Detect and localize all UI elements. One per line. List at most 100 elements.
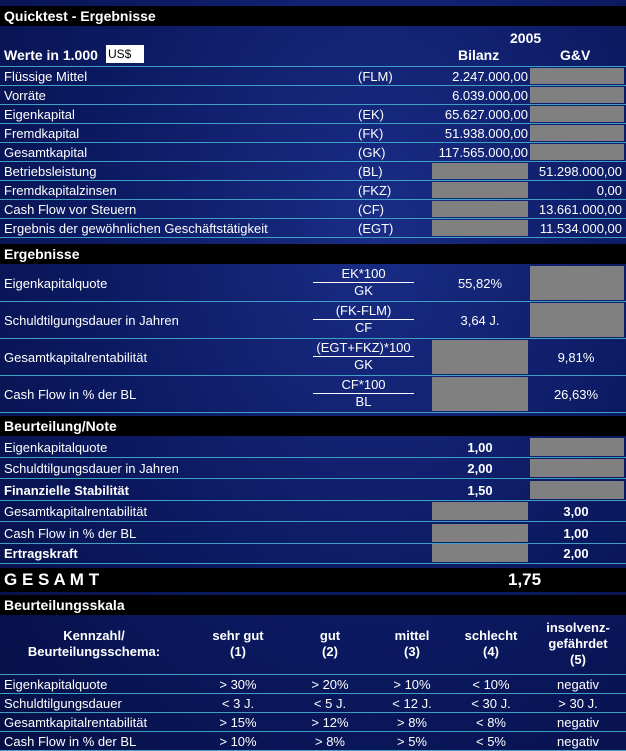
empty-cell xyxy=(432,544,528,562)
scale-column-header: insolvenz-gefährdet (5) xyxy=(530,612,626,674)
row-label: Vorräte xyxy=(4,88,46,103)
empty-cell xyxy=(432,340,528,374)
row-abbreviation: (GK) xyxy=(358,145,386,160)
table-row: Fremdkapital (FK) 51.938.000,00 xyxy=(0,124,626,143)
bilanz-value xyxy=(432,219,528,237)
row-label: Finanzielle Stabilität xyxy=(4,483,129,498)
ratio-row: Cash Flow in % der BL CF*100 BL 26,63% xyxy=(0,376,626,413)
scale-threshold: > 30% xyxy=(219,677,257,692)
bilanz-value xyxy=(432,376,528,412)
scale-row: Eigenkapitalquote > 30% > 20% > 10% < 10% neg… xyxy=(0,675,626,694)
col-header-bilanz: Bilanz xyxy=(458,47,500,63)
werte-label: Werte in 1.000 xyxy=(4,47,98,63)
guv-value xyxy=(530,302,622,338)
empty-cell xyxy=(530,438,624,456)
empty-cell xyxy=(432,377,528,411)
gesamt-row: G E S A M T 1,75 xyxy=(0,568,626,592)
scale-threshold: < 8% xyxy=(476,715,506,730)
table-row: Fremdkapitalzinsen (FKZ) 0,00 xyxy=(0,181,626,200)
header-line: sehr gut xyxy=(212,628,264,643)
scale-threshold: > 15% xyxy=(219,715,257,730)
guv-value: 26,63% xyxy=(553,387,599,402)
guv-grade: 3,00 xyxy=(563,504,589,519)
guv-value xyxy=(530,124,622,142)
formula-denominator: CF xyxy=(354,320,373,335)
row-abbreviation: (BL) xyxy=(358,164,383,179)
gesamt-label: G E S A M T xyxy=(4,570,100,589)
table-row: Betriebsleistung (BL) 51.298.000,00 xyxy=(0,162,626,181)
scale-threshold: > 10% xyxy=(393,677,431,692)
row-abbreviation: (EGT) xyxy=(358,221,394,236)
currency-input[interactable]: US$ xyxy=(106,45,144,63)
guv-value xyxy=(530,143,622,161)
header-line: Kennzahl/ xyxy=(63,628,125,643)
empty-cell xyxy=(432,163,528,179)
bilanz-grade xyxy=(432,501,528,521)
bilanz-value: 51.938.000,00 xyxy=(444,126,528,141)
header-line: (1) xyxy=(230,644,246,659)
header-line: (4) xyxy=(483,644,499,659)
scale-column-header: schlecht (4) xyxy=(452,612,530,674)
year-label: 2005 xyxy=(510,30,542,46)
divider xyxy=(0,66,626,67)
empty-cell xyxy=(530,481,624,499)
grade-row: Schuldtilgungsdauer in Jahren 2,00 xyxy=(0,458,626,479)
section-title: Ergebnisse xyxy=(4,246,80,262)
row-abbreviation: (CF) xyxy=(358,202,384,217)
scale-column-header: mittel (3) xyxy=(372,612,452,674)
formula: (FK-FLM) CF xyxy=(313,302,414,339)
bilanz-grade xyxy=(432,543,528,563)
bilanz-value: 6.039.000,00 xyxy=(452,88,528,103)
bilanz-value: 65.627.000,00 xyxy=(444,107,528,122)
empty-cell xyxy=(530,106,624,122)
scale-threshold: < 3 J. xyxy=(221,696,255,711)
scale-row: Cash Flow in % der BL > 10% > 8% > 5% < 5% ne… xyxy=(0,732,626,751)
header-line: insolvenz- xyxy=(546,620,610,635)
section-title: Beurteilung/Note xyxy=(4,418,117,434)
bilanz-value xyxy=(432,200,528,218)
table-row: Eigenkapital (EK) 65.627.000,00 xyxy=(0,105,626,124)
formula-denominator: GK xyxy=(354,283,373,298)
empty-cell xyxy=(530,266,624,300)
guv-value xyxy=(530,67,622,85)
guv-value xyxy=(530,86,622,104)
guv-value xyxy=(530,265,622,301)
row-label: Betriebsleistung xyxy=(4,164,97,179)
formula-denominator: GK xyxy=(354,357,373,372)
ratio-row: Schuldtilgungsdauer in Jahren (FK-FLM) CF 3… xyxy=(0,302,626,339)
header-line: (3) xyxy=(404,644,420,659)
formula: EK*100 GK xyxy=(313,265,414,302)
bilanz-grade: 1,00 xyxy=(467,440,493,455)
row-label: Gesamtkapitalrentabilität xyxy=(4,504,148,519)
ratio-row: Gesamtkapitalrentabilität (EGT+FKZ)*100 GK… xyxy=(0,339,626,376)
empty-cell xyxy=(530,68,624,84)
guv-grade xyxy=(530,480,622,500)
gesamt-value: 1,75 xyxy=(508,570,542,589)
table-row: Vorräte 6.039.000,00 xyxy=(0,86,626,105)
scale-threshold: negativ xyxy=(557,734,599,749)
row-label: Eigenkapitalquote xyxy=(4,440,108,455)
header-line: (5) xyxy=(570,652,586,667)
empty-cell xyxy=(432,502,528,520)
grade-row: Eigenkapitalquote 1,00 xyxy=(0,437,626,458)
header-line: schlecht xyxy=(464,628,518,643)
scale-column-header: sehr gut (1) xyxy=(188,612,288,674)
scale-threshold: > 10% xyxy=(219,734,257,749)
bilanz-grade xyxy=(432,523,528,543)
grade-row: Gesamtkapitalrentabilität 3,00 xyxy=(0,501,626,522)
guv-grade: 1,00 xyxy=(563,526,589,541)
empty-cell xyxy=(530,144,624,160)
row-label: Schuldtilgungsdauer in Jahren xyxy=(4,313,179,328)
row-label: Fremdkapitalzinsen xyxy=(4,183,117,198)
row-label: Flüssige Mittel xyxy=(4,69,88,84)
table-row: Gesamtkapital (GK) 117.565.000,00 xyxy=(0,143,626,162)
table-row: Ergebnis der gewöhnlichen Geschäftstätig… xyxy=(0,219,626,238)
row-label: Schuldtilgungsdauer in Jahren xyxy=(4,461,179,476)
formula-numerator: EK*100 xyxy=(313,265,414,283)
bilanz-value: 2.247.000,00 xyxy=(452,69,528,84)
empty-cell xyxy=(432,524,528,542)
formula-numerator: CF*100 xyxy=(313,376,414,394)
row-label: Gesamtkapitalrentabilität xyxy=(4,715,148,730)
formula-numerator: (EGT+FKZ)*100 xyxy=(313,339,414,357)
empty-cell xyxy=(432,182,528,198)
